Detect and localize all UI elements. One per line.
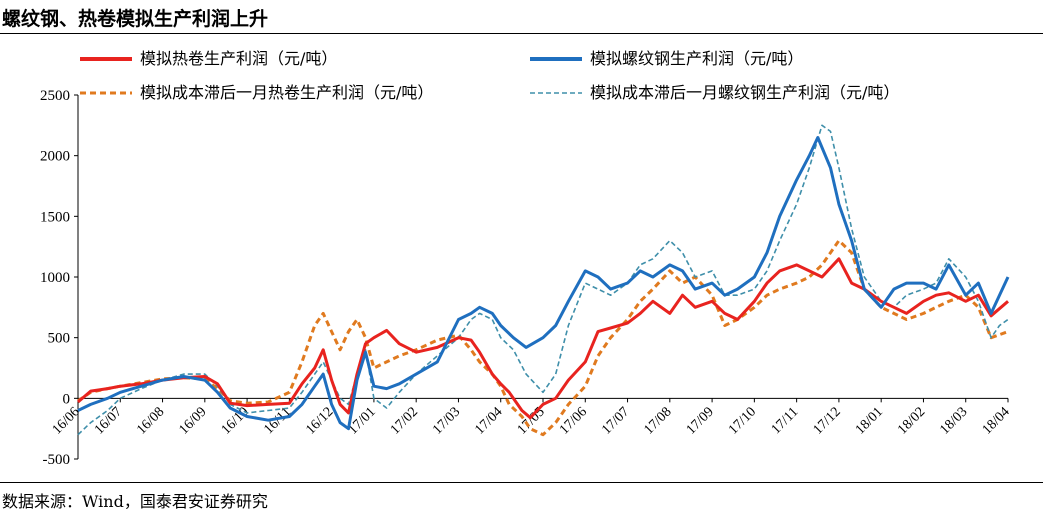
series-line-4 xyxy=(77,124,1009,436)
x-tick-label: 16/07 xyxy=(92,405,125,438)
series-line-3 xyxy=(77,239,1009,437)
series-layer xyxy=(77,124,1010,437)
x-tick-label: 18/04 xyxy=(980,405,1013,438)
x-tick-label: 18/03 xyxy=(937,405,970,438)
x-tick-label: 16/12 xyxy=(303,405,336,438)
x-tick-label: 17/03 xyxy=(430,405,463,438)
title-divider xyxy=(0,33,1043,34)
y-axis: -500 0 500 1000 1500 2000 2500 xyxy=(40,88,79,468)
x-tick-label: 17/04 xyxy=(472,405,505,438)
x-tick-label: 17/06 xyxy=(557,405,590,438)
y-tick-label: 2500 xyxy=(40,88,70,104)
source-note: 数据来源：Wind，国泰君安证券研究 xyxy=(2,492,268,511)
y-tick-label: 2000 xyxy=(40,149,70,165)
y-tick-label: 1000 xyxy=(40,270,70,286)
x-tick-label: 17/10 xyxy=(726,405,759,438)
series-line-1 xyxy=(77,257,1009,420)
chart-title: 螺纹钢、热卷模拟生产利润上升 xyxy=(2,8,269,30)
y-tick-label: -500 xyxy=(43,452,71,468)
legend: 模拟热卷生产利润（元/吨） 模拟螺纹钢生产利润（元/吨） 模拟成本滞后一月热卷生产利… xyxy=(80,49,899,102)
legend-label-3: 模拟成本滞后一月热卷生产利润（元/吨） xyxy=(140,83,433,102)
y-tick-label: 1500 xyxy=(40,209,70,225)
legend-label-4: 模拟成本滞后一月螺纹钢生产利润（元/吨） xyxy=(590,83,899,102)
x-tick-label: 16/09 xyxy=(176,405,209,438)
legend-label-1: 模拟热卷生产利润（元/吨） xyxy=(140,49,337,68)
x-tick-label: 17/08 xyxy=(641,405,674,438)
series-line-2 xyxy=(77,136,1010,431)
x-tick-label: 18/01 xyxy=(853,405,886,438)
x-tick-label: 16/08 xyxy=(134,405,167,438)
x-tick-label: 18/02 xyxy=(895,405,928,438)
x-axis: 16/06 16/07 16/08 16/09 16/10 16/11 16/12 17/01… xyxy=(50,397,1013,438)
legend-label-2: 模拟螺纹钢生产利润（元/吨） xyxy=(590,49,803,68)
x-tick-label: 17/11 xyxy=(769,405,802,438)
y-tick-label: 500 xyxy=(48,331,71,347)
x-tick-label: 17/12 xyxy=(811,405,844,438)
x-tick-label: 17/07 xyxy=(599,405,632,438)
footer-divider xyxy=(0,482,1043,483)
y-tick-label: 0 xyxy=(63,391,71,407)
x-tick-label: 17/09 xyxy=(684,405,717,438)
line-chart: 模拟热卷生产利润（元/吨） 模拟螺纹钢生产利润（元/吨） 模拟成本滞后一月热卷生产利… xyxy=(40,49,1013,468)
x-tick-label: 17/02 xyxy=(388,405,421,438)
